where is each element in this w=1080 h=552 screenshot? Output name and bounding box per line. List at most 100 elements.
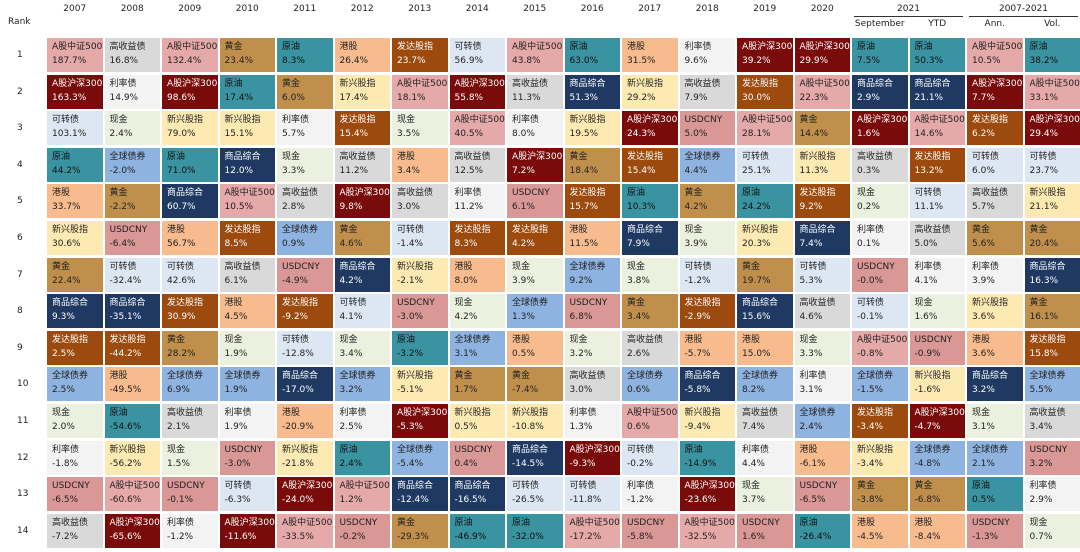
asset-return: 4.4% [684, 165, 708, 176]
asset-cell: A股沪深300 163.3% [47, 74, 103, 109]
asset-name: 原油 [742, 188, 761, 199]
rank-number: 4 [17, 159, 23, 170]
asset-name: A股中证500 [627, 408, 678, 418]
asset-name: 现金 [569, 334, 588, 345]
asset-return: 5.0% [684, 129, 708, 140]
asset-name: 原油 [684, 444, 703, 455]
year-header: 2018 [695, 4, 719, 14]
asset-cell: 全球债券 4.4% [679, 147, 735, 182]
asset-return: 10.5% [224, 202, 254, 213]
asset-name: 发达股指 [972, 115, 1009, 126]
asset-return: -3.0% [397, 312, 424, 323]
asset-cell: 新兴股指 -56.2% [104, 440, 160, 475]
asset-return: 1.2% [339, 495, 363, 506]
asset-cell: A股沪深300 -23.6% [679, 477, 735, 512]
asset-name: A股中证500 [684, 517, 735, 528]
asset-return: 18.4% [569, 165, 599, 176]
asset-return: -2.0% [109, 165, 136, 176]
asset-cell: 现金 2.4% [104, 111, 160, 146]
asset-name: 高收益债 [627, 334, 664, 345]
asset-return: 15.4% [627, 165, 656, 176]
asset-cell: 全球债券 -5.4% [392, 440, 448, 475]
rank-number: 8 [17, 306, 23, 317]
rank-number: 6 [17, 233, 23, 243]
year-header: 2013 [408, 4, 432, 14]
asset-return: -3.4% [857, 458, 884, 469]
asset-return: -14.9% [684, 458, 717, 469]
asset-return: 7.9% [627, 239, 650, 249]
asset-name: 港股 [52, 188, 71, 199]
asset-name: A股沪深300 [972, 78, 1023, 89]
asset-return: -5.8% [627, 531, 654, 542]
asset-name: 发达股指 [857, 408, 894, 418]
asset-cell: 高收益债 2.6% [622, 330, 678, 365]
asset-cell: 商品综合 4.2% [334, 257, 390, 292]
asset-cell: 可转债 -0.1% [852, 294, 908, 329]
asset-return: 30.0% [742, 92, 771, 103]
asset-name: 现金 [627, 261, 646, 272]
asset-name: 商品综合 [684, 371, 721, 382]
asset-cell: 黄金 6.0% [277, 74, 333, 109]
asset-name: 可转债 [799, 261, 827, 272]
asset-cell: A股沪深300 7.2% [507, 147, 563, 182]
asset-cell: A股中证500 132.4% [162, 38, 218, 73]
asset-name: 港股 [569, 225, 588, 235]
asset-name: USDCNY [109, 225, 148, 235]
asset-cell: 现金 1.6% [909, 294, 965, 329]
asset-cell: 利率债 4.1% [909, 257, 965, 292]
asset-cell: USDCNY -4.9% [277, 257, 333, 292]
asset-return: -3.2% [397, 348, 424, 359]
asset-cell: A股中证500 18.1% [392, 74, 448, 109]
asset-return: 3.4% [627, 312, 650, 323]
year-header: 2010 [235, 4, 259, 14]
asset-return: 6.1% [224, 275, 248, 286]
asset-cell: 原油 -54.6% [104, 404, 160, 439]
rank-number: 11 [17, 416, 29, 426]
asset-return: -56.2% [109, 458, 142, 469]
asset-cell: 利率债 14.9% [104, 74, 160, 109]
asset-name: 高收益债 [512, 78, 549, 89]
asset-name: 商品综合 [512, 444, 549, 455]
asset-name: 高收益债 [224, 261, 261, 272]
asset-return: -6.5% [799, 495, 826, 506]
asset-name: 利率债 [627, 481, 655, 492]
asset-cell: A股沪深300 -24.0% [277, 477, 333, 512]
asset-name: USDCNY [224, 444, 263, 455]
asset-cell: 港股 11.5% [564, 221, 620, 256]
asset-name: 黄金 [397, 517, 416, 528]
asset-return: 30.9% [167, 312, 196, 323]
asset-name: 港股 [397, 151, 416, 162]
asset-cell: 利率债 2.5% [334, 404, 390, 439]
asset-cell: USDCNY 6.8% [564, 294, 620, 329]
asset-cell: 原油 10.3% [622, 184, 678, 219]
asset-return: 187.7% [52, 56, 87, 66]
asset-cell: 利率债 1.9% [219, 404, 275, 439]
asset-name: A股中证500 [914, 115, 965, 126]
asset-cell: 发达股指 4.2% [507, 221, 563, 256]
asset-name: 原油 [512, 517, 531, 528]
group-header: 2021 [897, 4, 920, 14]
year-header: 2008 [120, 4, 144, 14]
asset-name: 商品综合 [109, 298, 146, 309]
asset-name: 原油 [224, 78, 243, 89]
asset-return: 28.2% [167, 348, 196, 359]
asset-cell: 原油 17.4% [219, 74, 275, 109]
asset-return: -5.3% [397, 422, 424, 432]
asset-return: 4.6% [799, 312, 823, 323]
asset-name: 可转债 [972, 151, 1000, 162]
asset-return: 40.5% [454, 129, 484, 140]
asset-cell: A股中证500 33.1% [1024, 74, 1080, 109]
asset-name: 新兴股指 [569, 115, 606, 126]
asset-name: A股中证500 [52, 42, 103, 52]
asset-name: 黄金 [454, 371, 473, 382]
asset-name: 全球债券 [224, 371, 261, 382]
asset-cell: 现金 3.9% [507, 257, 563, 292]
asset-cell: 商品综合 21.1% [909, 74, 965, 109]
sub-header: Vol. [1044, 19, 1061, 29]
asset-return: 2.4% [339, 458, 363, 469]
asset-cell: 可转债 -12.8% [277, 330, 333, 365]
asset-return: 29.4% [1029, 129, 1059, 140]
asset-cell: 利率债 -1.2% [622, 477, 678, 512]
asset-cell: 全球债券 2.5% [47, 367, 103, 402]
asset-name: 商品综合 [857, 78, 894, 89]
